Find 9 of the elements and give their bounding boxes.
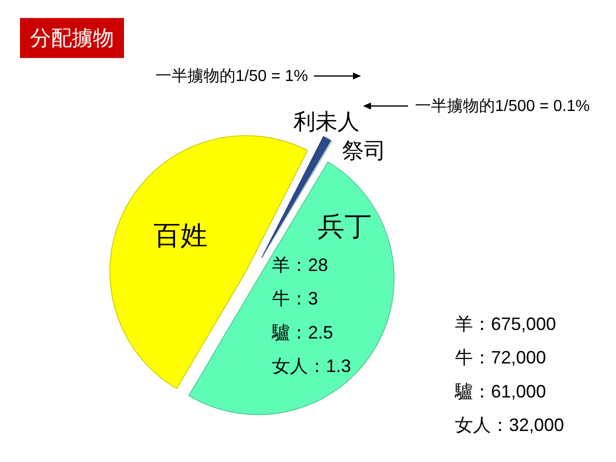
slice-label: 百姓	[153, 220, 208, 251]
text: 羊：675,000 牛：72,000 驢：61,000 女人：32,000	[454, 314, 564, 436]
slice-label: 兵丁	[317, 212, 372, 242]
text: 羊：28 牛：3 驢：2.5 女人：1.3	[271, 255, 352, 376]
slice-label: 祭司	[342, 137, 386, 162]
chart-title: 分配擄物	[30, 26, 114, 50]
text: 一半擄物的1/500 = 0.1%	[415, 96, 590, 114]
slice-label: 利未人	[294, 108, 360, 134]
text: 一半擄物的1/50 = 1%	[156, 66, 308, 84]
